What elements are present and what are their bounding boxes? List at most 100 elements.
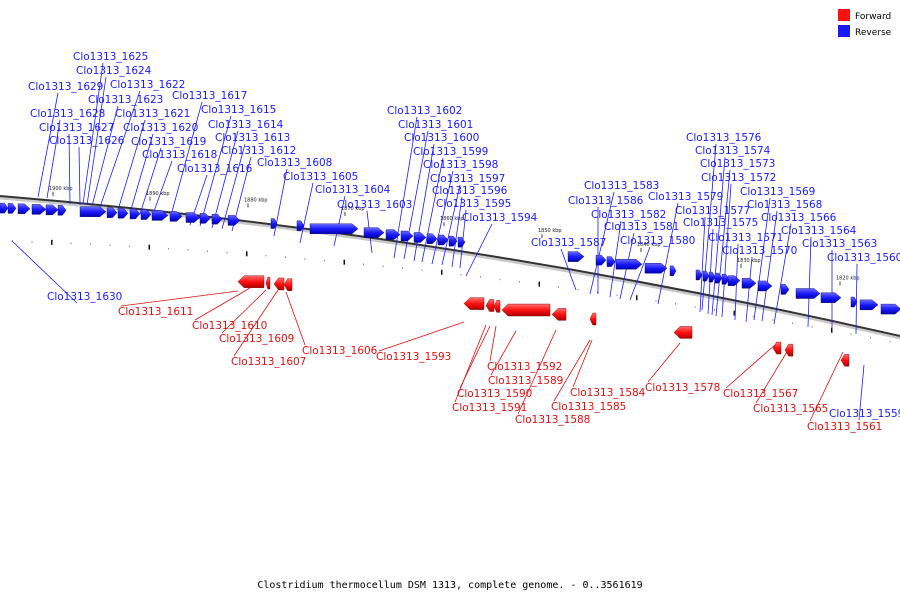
gene-label-clo1313-1620[interactable]: Clo1313_1620 bbox=[123, 122, 198, 134]
gene-label-clo1313-1606[interactable]: Clo1313_1606 bbox=[302, 345, 378, 357]
gene-label-clo1313-1582[interactable]: Clo1313_1582 bbox=[591, 209, 666, 221]
gene-label-clo1313-1618[interactable]: Clo1313_1618 bbox=[142, 149, 217, 161]
forward-gene-arrow[interactable] bbox=[589, 312, 597, 326]
gene-label-clo1313-1594[interactable]: Clo1313_1594 bbox=[462, 212, 538, 224]
reverse-gene-arrow[interactable] bbox=[820, 292, 842, 303]
gene-label-clo1313-1593[interactable]: Clo1313_1593 bbox=[376, 351, 451, 363]
reverse-gene-arrow[interactable] bbox=[448, 235, 458, 247]
gene-label-clo1313-1615[interactable]: Clo1313_1615 bbox=[201, 104, 276, 116]
gene-label-clo1313-1616[interactable]: Clo1313_1616 bbox=[177, 163, 253, 175]
gene-label-clo1313-1561[interactable]: Clo1313_1561 bbox=[807, 421, 882, 433]
reverse-gene-arrow[interactable] bbox=[117, 208, 129, 219]
gene-label-clo1313-1612[interactable]: Clo1313_1612 bbox=[221, 145, 296, 157]
reverse-gene-arrow[interactable] bbox=[106, 207, 118, 218]
gene-label-clo1313-1571[interactable]: Clo1313_1571 bbox=[708, 232, 783, 244]
gene-label-clo1313-1617[interactable]: Clo1313_1617 bbox=[172, 90, 247, 102]
gene-label-clo1313-1623[interactable]: Clo1313_1623 bbox=[88, 94, 163, 106]
reverse-gene-arrow[interactable] bbox=[79, 206, 107, 217]
reverse-gene-arrow[interactable] bbox=[859, 299, 879, 311]
gene-label-clo1313-1604[interactable]: Clo1313_1604 bbox=[315, 184, 391, 196]
reverse-gene-arrow[interactable] bbox=[457, 236, 466, 248]
forward-gene-arrow[interactable] bbox=[265, 276, 271, 290]
gene-label-clo1313-1589[interactable]: Clo1313_1589 bbox=[488, 375, 563, 387]
gene-label-clo1313-1613[interactable]: Clo1313_1613 bbox=[215, 132, 290, 144]
gene-label-clo1313-1628[interactable]: Clo1313_1628 bbox=[30, 108, 105, 120]
gene-label-clo1313-1560[interactable]: Clo1313_1560 bbox=[827, 252, 900, 264]
gene-label-clo1313-1578[interactable]: Clo1313_1578 bbox=[645, 382, 720, 394]
gene-label-clo1313-1579[interactable]: Clo1313_1579 bbox=[648, 191, 723, 203]
gene-label-clo1313-1619[interactable]: Clo1313_1619 bbox=[131, 136, 206, 148]
reverse-gene-arrow[interactable] bbox=[31, 204, 47, 215]
reverse-gene-arrow[interactable] bbox=[669, 265, 677, 277]
reverse-gene-arrow[interactable] bbox=[741, 278, 757, 289]
forward-gene-arrow[interactable] bbox=[237, 275, 265, 288]
gene-label-clo1313-1584[interactable]: Clo1313_1584 bbox=[570, 387, 646, 399]
reverse-gene-arrow[interactable] bbox=[129, 208, 141, 220]
reverse-gene-arrow[interactable] bbox=[644, 263, 668, 274]
reverse-gene-arrow[interactable] bbox=[595, 254, 607, 266]
gene-label-clo1313-1600[interactable]: Clo1313_1600 bbox=[404, 132, 479, 144]
reverse-gene-arrow[interactable] bbox=[296, 220, 305, 231]
reverse-gene-arrow[interactable] bbox=[211, 213, 223, 225]
gene-label-clo1313-1572[interactable]: Clo1313_1572 bbox=[701, 172, 776, 184]
gene-label-clo1313-1568[interactable]: Clo1313_1568 bbox=[747, 199, 822, 211]
gene-label-clo1313-1605[interactable]: Clo1313_1605 bbox=[283, 171, 358, 183]
reverse-gene-arrow[interactable] bbox=[17, 203, 31, 215]
gene-label-clo1313-1569[interactable]: Clo1313_1569 bbox=[740, 186, 815, 198]
reverse-gene-arrow[interactable] bbox=[727, 275, 741, 286]
gene-label-clo1313-1585[interactable]: Clo1313_1585 bbox=[551, 401, 626, 413]
gene-label-clo1313-1581[interactable]: Clo1313_1581 bbox=[604, 221, 679, 233]
forward-gene-arrow[interactable] bbox=[772, 341, 782, 355]
reverse-gene-arrow[interactable] bbox=[0, 202, 9, 214]
gene-label-clo1313-1621[interactable]: Clo1313_1621 bbox=[115, 108, 190, 120]
reverse-gene-arrow[interactable] bbox=[695, 269, 703, 281]
gene-label-clo1313-1609[interactable]: Clo1313_1609 bbox=[219, 333, 294, 345]
reverse-gene-arrow[interactable] bbox=[309, 223, 359, 234]
reverse-gene-arrow[interactable] bbox=[880, 303, 900, 315]
forward-gene-arrow[interactable] bbox=[673, 326, 693, 339]
reverse-gene-arrow[interactable] bbox=[850, 296, 858, 308]
reverse-gene-arrow[interactable] bbox=[185, 212, 201, 223]
forward-gene-arrow[interactable] bbox=[283, 278, 293, 291]
gene-label-clo1313-1608[interactable]: Clo1313_1608 bbox=[257, 157, 332, 169]
gene-label-clo1313-1596[interactable]: Clo1313_1596 bbox=[432, 185, 508, 197]
reverse-gene-arrow[interactable] bbox=[615, 259, 643, 270]
gene-label-clo1313-1590[interactable]: Clo1313_1590 bbox=[457, 388, 532, 400]
gene-label-clo1313-1580[interactable]: Clo1313_1580 bbox=[620, 235, 695, 247]
reverse-gene-arrow[interactable] bbox=[270, 218, 278, 229]
reverse-gene-arrow[interactable] bbox=[708, 271, 716, 283]
gene-label-clo1313-1603[interactable]: Clo1313_1603 bbox=[337, 199, 412, 211]
reverse-gene-arrow[interactable] bbox=[151, 210, 169, 221]
reverse-gene-arrow[interactable] bbox=[199, 213, 211, 224]
gene-label-clo1313-1597[interactable]: Clo1313_1597 bbox=[430, 173, 505, 185]
reverse-gene-arrow[interactable] bbox=[169, 211, 183, 222]
reverse-gene-arrow[interactable] bbox=[757, 280, 773, 292]
gene-label-clo1313-1577[interactable]: Clo1313_1577 bbox=[675, 205, 750, 217]
reverse-gene-arrow[interactable] bbox=[400, 230, 414, 242]
reverse-gene-arrow[interactable] bbox=[567, 251, 585, 262]
reverse-gene-arrow[interactable] bbox=[385, 229, 401, 240]
forward-gene-arrow[interactable] bbox=[273, 277, 285, 291]
gene-label-clo1313-1563[interactable]: Clo1313_1563 bbox=[802, 238, 877, 250]
reverse-gene-arrow[interactable] bbox=[140, 209, 152, 220]
gene-label-clo1313-1622[interactable]: Clo1313_1622 bbox=[110, 79, 185, 91]
forward-gene-arrow[interactable] bbox=[463, 297, 485, 310]
gene-label-clo1313-1629[interactable]: Clo1313_1629 bbox=[28, 81, 103, 93]
gene-label-clo1313-1627[interactable]: Clo1313_1627 bbox=[39, 122, 114, 134]
gene-label-clo1313-1576[interactable]: Clo1313_1576 bbox=[686, 132, 762, 144]
reverse-gene-arrow[interactable] bbox=[57, 205, 67, 216]
gene-label-clo1313-1574[interactable]: Clo1313_1574 bbox=[695, 145, 771, 157]
reverse-gene-arrow[interactable] bbox=[413, 232, 427, 243]
reverse-gene-arrow[interactable] bbox=[363, 227, 385, 238]
reverse-gene-arrow[interactable] bbox=[714, 272, 723, 284]
gene-label-clo1313-1601[interactable]: Clo1313_1601 bbox=[398, 119, 473, 131]
gene-label-clo1313-1595[interactable]: Clo1313_1595 bbox=[436, 198, 511, 210]
reverse-gene-arrow[interactable] bbox=[437, 234, 449, 246]
gene-label-clo1313-1611[interactable]: Clo1313_1611 bbox=[118, 306, 193, 318]
reverse-gene-arrow[interactable] bbox=[606, 256, 616, 267]
reverse-gene-arrow[interactable] bbox=[227, 215, 241, 226]
forward-gene-arrow[interactable] bbox=[840, 354, 850, 367]
gene-label-clo1313-1592[interactable]: Clo1313_1592 bbox=[487, 361, 562, 373]
forward-gene-arrow[interactable] bbox=[485, 299, 495, 312]
forward-gene-arrow[interactable] bbox=[501, 303, 551, 317]
